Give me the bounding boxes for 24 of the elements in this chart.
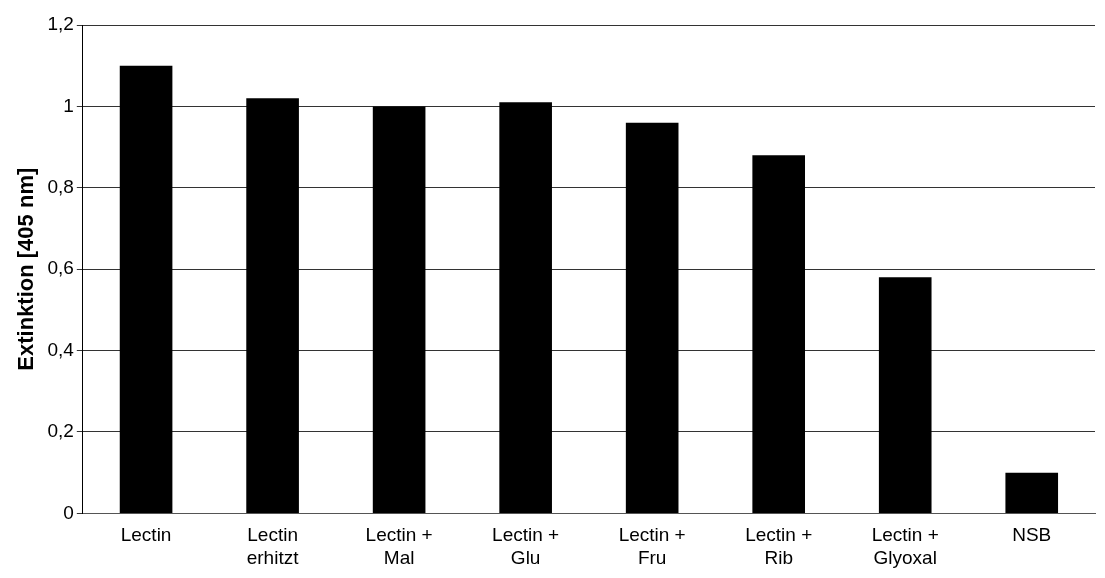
- x-tick-label: NSB: [1012, 524, 1052, 546]
- bar: [246, 98, 299, 513]
- y-tick-label: 0,6: [47, 257, 74, 279]
- y-tick-label: 0,4: [47, 338, 75, 360]
- bar: [119, 65, 173, 513]
- bar: [499, 102, 552, 513]
- bar: [878, 277, 932, 513]
- bar: [625, 122, 679, 513]
- y-tick-label: 0,2: [47, 420, 74, 442]
- y-tick-label: 0,8: [47, 176, 74, 198]
- y-tick-label: 1: [63, 94, 74, 116]
- y-tick-label: 0: [63, 501, 74, 523]
- x-tick-label: Lectin + Mal: [365, 524, 433, 568]
- x-tick-label: Lectin: [120, 524, 172, 546]
- y-axis-title: Extinktion [405 nm]: [13, 167, 39, 371]
- x-tick-label: Lectin + Rib: [745, 524, 813, 568]
- x-tick-label: Lectin erhitzt: [246, 524, 300, 568]
- x-tick-label: Lectin + Glu: [492, 524, 560, 568]
- bar: [372, 106, 426, 513]
- x-tick-label: Lectin + Fru: [618, 524, 686, 568]
- bar: [1005, 472, 1059, 513]
- bar: [752, 155, 806, 513]
- y-tick-label: 1,2: [47, 13, 74, 35]
- x-tick-label: Lectin + Glyoxal: [871, 524, 939, 568]
